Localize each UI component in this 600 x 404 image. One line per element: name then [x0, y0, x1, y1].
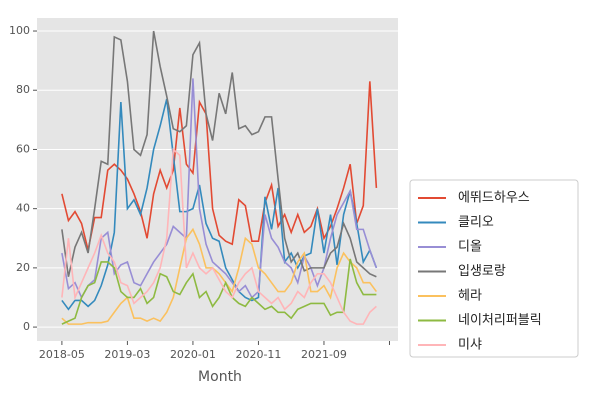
x-tick-label: 2020-01	[170, 348, 216, 361]
line-series	[61, 147, 377, 325]
line-series	[61, 30, 377, 278]
x-tick-label: 2018-05	[39, 348, 85, 361]
line-series	[61, 98, 378, 311]
x-axis-label: Month	[198, 369, 242, 385]
x-tick-label: 2019-03	[104, 348, 150, 361]
y-tick-label: 100	[9, 24, 30, 37]
legend-label: 에뛰드하우스	[458, 191, 530, 206]
y-tick-label: 0	[23, 320, 30, 333]
legend-label: 입생로랑	[458, 264, 506, 279]
x-tick-label: 2020-11	[235, 348, 281, 361]
line-series	[61, 258, 377, 325]
legend	[409, 179, 579, 358]
legend-label: 네이처리퍼블릭	[458, 313, 542, 328]
legend-label: 미샤	[458, 338, 482, 353]
y-tick-label: 20	[16, 261, 30, 274]
y-tick-label: 80	[16, 83, 30, 96]
line-series	[61, 81, 378, 251]
line-series	[61, 227, 378, 325]
plot-area	[37, 18, 398, 341]
y-tick-label: 40	[16, 202, 30, 215]
x-tick-label: 2021-09	[301, 348, 347, 361]
legend-label: 클리오	[458, 215, 494, 230]
y-tick-label: 60	[16, 142, 30, 155]
legend-label: 헤라	[458, 289, 482, 304]
legend-label: 디올	[458, 240, 482, 255]
